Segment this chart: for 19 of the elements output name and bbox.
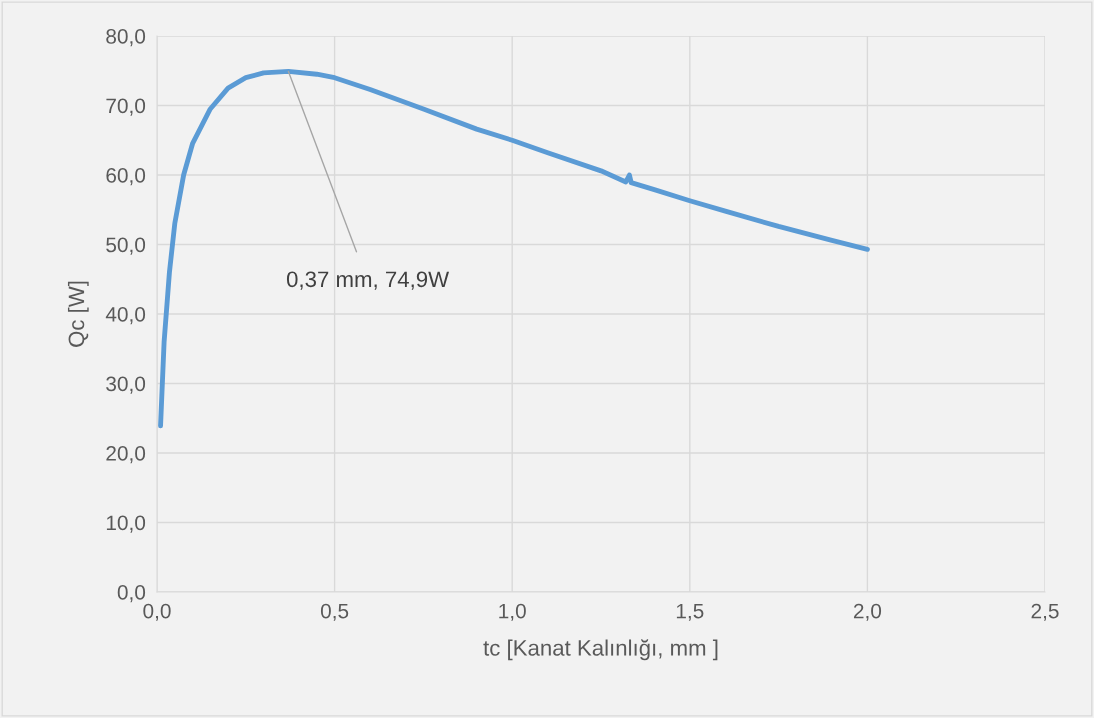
y-axis-title: Qc [W] [67,281,89,347]
y-tick-label: 30,0 [106,376,146,394]
y-tick-label: 0,0 [117,585,146,603]
x-tick-label: 0,5 [320,603,349,621]
y-tick-label: 70,0 [106,98,146,116]
y-tick-label: 60,0 [106,168,146,186]
x-tick-label: 0,0 [143,603,171,621]
y-tick-label: 50,0 [106,237,146,255]
x-tick-label: 2,0 [853,603,882,621]
line-series [158,69,870,429]
x-tick-label: 2,5 [1031,603,1059,621]
x-tick-label: 1,0 [499,603,526,621]
y-tick-label: 20,0 [106,446,146,464]
x-tick-label: 1,5 [676,603,704,621]
y-tick-label: 10,0 [106,515,146,533]
y-tick-label: 40,0 [105,307,146,325]
annotation: 0,37 mm, 74,9W [286,271,450,290]
y-tick-label: 80,0 [106,29,146,47]
x-axis-title: tc [Kanat Kalınlığı, mm ] [483,639,718,661]
